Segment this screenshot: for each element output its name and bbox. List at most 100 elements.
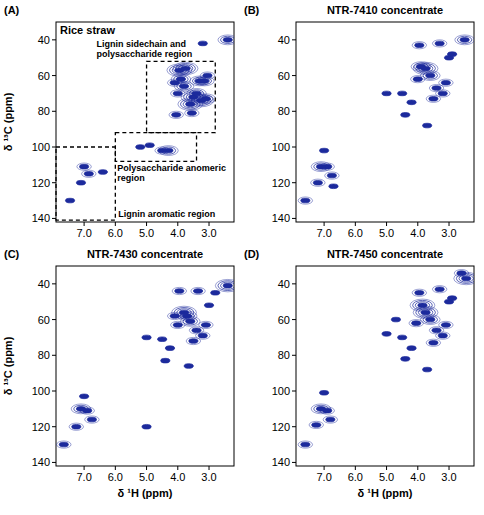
- x-tick-label: 7.0: [76, 227, 91, 239]
- y-tick: [292, 75, 296, 76]
- peak: [76, 180, 85, 185]
- contour: [323, 416, 337, 423]
- panel-title: Rice straw: [60, 24, 115, 36]
- contour: [313, 180, 322, 185]
- contour: [435, 287, 444, 292]
- contour: [382, 332, 391, 337]
- contour: [432, 286, 446, 293]
- peak: [398, 335, 407, 340]
- peak: [142, 335, 151, 340]
- contour: [173, 62, 198, 74]
- contour: [173, 91, 182, 96]
- peak: [80, 394, 89, 399]
- peaks: [57, 279, 234, 448]
- contour: [407, 346, 416, 351]
- contour: [329, 184, 338, 189]
- peak: [298, 441, 312, 448]
- y-tick: [52, 147, 56, 148]
- contour: [411, 76, 425, 83]
- contour: [432, 40, 446, 47]
- contour: [170, 314, 179, 319]
- contour: [312, 423, 321, 428]
- contour: [167, 312, 181, 319]
- peak: [311, 404, 331, 414]
- contour: [314, 405, 328, 412]
- panel-letter: (A): [4, 4, 20, 16]
- peak: [57, 441, 71, 448]
- peak: [409, 320, 423, 327]
- y-tick: [52, 218, 56, 219]
- x-axis-title: δ ¹H (ppm): [358, 487, 413, 499]
- peak: [173, 62, 198, 74]
- peak: [448, 52, 457, 57]
- contour: [320, 148, 329, 153]
- contour: [448, 296, 457, 301]
- x-tick: [146, 466, 147, 470]
- contour: [426, 95, 440, 102]
- contour: [326, 417, 335, 422]
- contour: [175, 289, 184, 294]
- y-tick: [52, 39, 56, 40]
- contour: [311, 179, 325, 186]
- annotations: Lignin sidechain andpolysaccharide regio…: [56, 39, 226, 220]
- contour: [441, 80, 450, 85]
- y-tick: [292, 147, 296, 148]
- peak: [167, 312, 181, 319]
- contour: [165, 346, 174, 351]
- peak: [77, 163, 91, 170]
- contour: [221, 282, 234, 289]
- contour: [158, 337, 167, 342]
- x-tick-label: 6.0: [108, 227, 123, 239]
- y-tick: [52, 75, 56, 76]
- contour: [176, 64, 196, 74]
- contour: [411, 62, 431, 72]
- contour: [65, 198, 74, 203]
- peak: [158, 337, 167, 342]
- region-label: Polysaccharide anomericregion: [117, 163, 226, 183]
- contour: [382, 91, 391, 96]
- x-tick: [84, 466, 85, 470]
- y-tick-label: 60: [278, 314, 290, 326]
- x-tick: [417, 466, 418, 470]
- y-tick: [292, 355, 296, 356]
- contour: [170, 80, 179, 85]
- contour: [457, 271, 466, 276]
- region-label-line: Lignin sidechain and: [97, 39, 187, 49]
- contour: [223, 38, 232, 43]
- peak: [155, 147, 169, 154]
- x-tick-label: 3.0: [201, 471, 216, 483]
- x-tick-label: 7.0: [316, 471, 331, 483]
- y-tick-label: 40: [278, 34, 290, 46]
- x-tick-label: 4.0: [410, 227, 425, 239]
- x-tick: [386, 222, 387, 226]
- contour: [136, 145, 145, 150]
- contour: [435, 41, 444, 46]
- panel-letter: (D): [244, 248, 260, 260]
- x-tick: [386, 466, 387, 470]
- plot-frame: [56, 22, 234, 222]
- y-tick: [292, 218, 296, 219]
- y-tick: [292, 39, 296, 40]
- y-tick-label: 140: [32, 456, 50, 468]
- peak: [145, 143, 154, 148]
- x-tick-label: 4.0: [170, 471, 185, 483]
- y-tick-label: 40: [38, 278, 50, 290]
- contour: [415, 290, 424, 295]
- contour: [439, 79, 453, 86]
- contour: [423, 72, 437, 79]
- contour: [412, 42, 426, 49]
- peak: [311, 179, 325, 186]
- peak: [169, 111, 183, 118]
- peak: [198, 41, 207, 46]
- contour: [76, 407, 85, 412]
- contour: [204, 303, 213, 308]
- y-tick: [52, 391, 56, 392]
- y-tick-label: 100: [272, 141, 290, 153]
- panel-title: NTR-7410 concentrate: [327, 4, 443, 16]
- contour: [423, 367, 432, 372]
- x-tick: [355, 466, 356, 470]
- contour: [76, 180, 85, 185]
- region-label-line: region: [117, 173, 145, 183]
- y-tick: [52, 426, 56, 427]
- peak: [180, 316, 200, 326]
